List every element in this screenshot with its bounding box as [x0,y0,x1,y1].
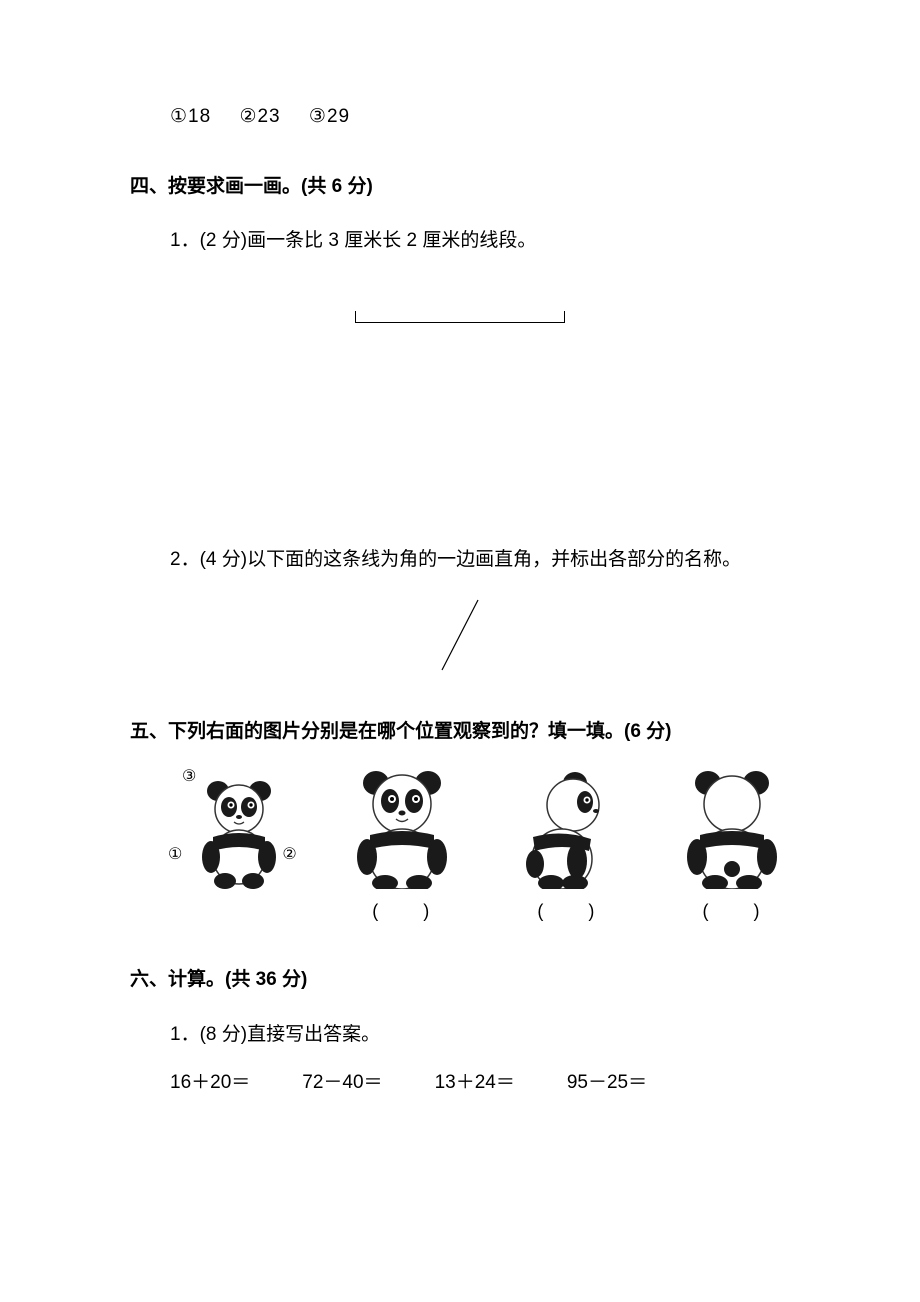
bracket-guide [355,311,565,323]
section-5-heading: 五、下列右面的图片分别是在哪个位置观察到的？填一填。(6 分) [130,715,790,749]
option-3: ③29 [309,106,350,127]
panda-row: ③ ① ② [130,769,790,927]
section-6-heading: 六、计算。(共 36 分) [130,963,790,997]
calc-3: 13＋24＝ [435,1066,515,1100]
calculation-row: 16＋20＝ 72－40＝ 13＋24＝ 95－25＝ [130,1066,790,1100]
section-4-q1: 1．(2 分)画一条比 3 厘米长 2 厘米的线段。 [130,224,790,258]
panda-view-3: ( ) [675,769,790,927]
panda-main-with-labels: ③ ① ② [170,769,295,899]
panda-side-icon [517,769,617,889]
calc-1: 16＋20＝ [170,1066,250,1100]
line-segment-drawing-area [130,271,790,381]
answer-blank-3: ( ) [702,895,762,927]
position-label-2: ② [282,841,296,870]
option-1: ①18 [170,106,211,127]
panda-view-1: ( ) [345,769,460,927]
calc-4: 95－25＝ [567,1066,647,1100]
option-2: ②23 [239,106,280,127]
previous-question-options: ①18 ②23 ③29 [130,100,790,134]
calc-2: 72－40＝ [302,1066,382,1100]
section-6-q1: 1．(8 分)直接写出答案。 [130,1018,790,1052]
answer-blank-1: ( ) [372,895,432,927]
position-label-3: ③ [182,763,196,792]
angle-line-icon [430,594,490,674]
position-label-1: ① [168,841,182,870]
panda-back-icon [682,769,782,889]
panda-front-small-icon [200,779,278,889]
panda-view-2: ( ) [510,769,625,927]
answer-blank-2: ( ) [537,895,597,927]
section-4-q2: 2．(4 分)以下面的这条线为角的一边画直角，并标出各部分的名称。 [130,543,790,577]
section-4-heading: 四、按要求画一画。(共 6 分) [130,170,790,204]
panda-front-icon [352,769,452,889]
angle-drawing-area [130,589,790,679]
